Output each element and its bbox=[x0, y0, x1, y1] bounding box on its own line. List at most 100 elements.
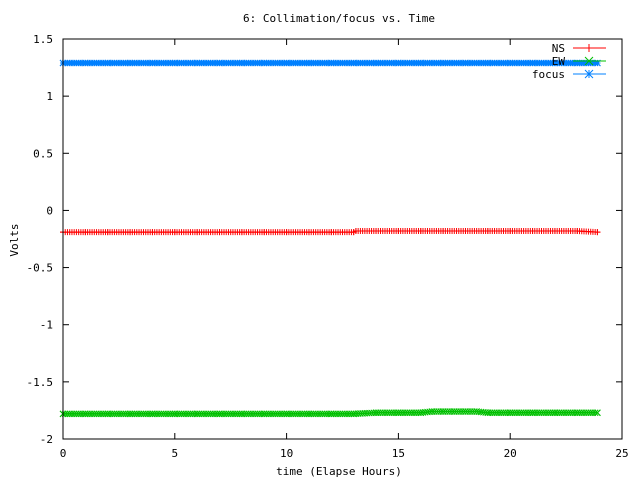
legend-label: focus bbox=[532, 68, 565, 81]
data-point bbox=[126, 410, 134, 418]
x-tick-label: 0 bbox=[60, 447, 67, 460]
data-point bbox=[594, 59, 601, 67]
data-point bbox=[82, 410, 89, 418]
data-point bbox=[104, 59, 112, 67]
data-point bbox=[462, 59, 469, 67]
data-point bbox=[439, 408, 447, 415]
legend-item-ew: EW bbox=[552, 55, 606, 68]
data-point bbox=[372, 59, 380, 67]
data-point bbox=[305, 59, 313, 67]
legend-label: EW bbox=[552, 55, 566, 68]
data-point bbox=[417, 228, 424, 234]
data-point bbox=[127, 229, 134, 236]
series-focus bbox=[59, 59, 601, 67]
data-point bbox=[594, 409, 601, 417]
x-axis-label: time (Elapse Hours) bbox=[276, 465, 402, 478]
x-tick-label: 15 bbox=[392, 447, 405, 460]
data-point bbox=[171, 410, 179, 418]
data-point bbox=[529, 409, 536, 417]
data-point bbox=[238, 410, 246, 418]
series-ew bbox=[59, 408, 601, 418]
data-point bbox=[573, 59, 581, 67]
data-point bbox=[261, 229, 268, 236]
data-point bbox=[283, 410, 290, 418]
legend-marker bbox=[584, 69, 594, 79]
data-point bbox=[395, 228, 402, 234]
data-point bbox=[484, 228, 491, 234]
y-tick-label: -1 bbox=[40, 319, 53, 332]
y-tick-label: -2 bbox=[40, 433, 53, 446]
plot-frame bbox=[62, 38, 623, 440]
data-point bbox=[171, 229, 178, 236]
data-point bbox=[551, 228, 558, 234]
y-tick-label: 0 bbox=[46, 204, 53, 217]
data-point bbox=[462, 408, 469, 415]
data-point bbox=[462, 228, 469, 234]
data-point bbox=[484, 409, 492, 417]
data-point bbox=[395, 409, 402, 417]
chart-title: 6: Collimation/focus vs. Time bbox=[243, 12, 435, 25]
data-point bbox=[350, 410, 358, 418]
x-tick-label: 20 bbox=[504, 447, 517, 460]
data-point bbox=[171, 59, 179, 67]
y-tick-label: 1.5 bbox=[33, 33, 53, 46]
y-tick-label: -0.5 bbox=[27, 262, 54, 275]
data-point bbox=[194, 229, 201, 236]
data-point bbox=[352, 228, 359, 234]
data-point bbox=[484, 59, 492, 67]
data-point bbox=[305, 229, 312, 236]
data-point bbox=[327, 59, 335, 67]
data-point bbox=[417, 409, 425, 417]
data-point bbox=[260, 410, 268, 418]
data-point bbox=[260, 59, 268, 67]
data-point bbox=[439, 59, 447, 67]
data-point bbox=[328, 229, 335, 236]
data-point bbox=[574, 228, 581, 234]
data-point bbox=[238, 229, 245, 236]
data-point bbox=[82, 229, 89, 236]
data-point bbox=[507, 228, 514, 234]
data-point bbox=[104, 229, 111, 236]
data-point bbox=[428, 408, 436, 415]
data-point bbox=[450, 408, 458, 415]
data-point bbox=[506, 59, 514, 67]
data-point bbox=[193, 410, 201, 418]
legend-marker bbox=[585, 44, 593, 52]
y-tick-label: -1.5 bbox=[27, 376, 54, 389]
data-point bbox=[216, 410, 223, 418]
data-point bbox=[395, 59, 402, 67]
y-axis-label: Volts bbox=[8, 223, 21, 256]
data-point bbox=[305, 410, 313, 418]
data-point bbox=[440, 228, 447, 234]
y-tick-label: 0.5 bbox=[33, 147, 53, 160]
data-point bbox=[149, 59, 156, 67]
data-point bbox=[529, 228, 536, 234]
data-point bbox=[417, 59, 425, 67]
data-point bbox=[104, 410, 112, 418]
data-point bbox=[551, 409, 559, 417]
data-point bbox=[149, 229, 156, 236]
y-tick-label: 1 bbox=[46, 90, 53, 103]
data-point bbox=[594, 229, 601, 236]
data-point bbox=[350, 59, 358, 67]
legend-label: NS bbox=[552, 42, 565, 55]
data-point bbox=[373, 228, 380, 234]
data-point bbox=[283, 59, 290, 67]
data-point bbox=[327, 410, 335, 418]
data-point bbox=[193, 59, 201, 67]
data-point bbox=[238, 59, 246, 67]
data-point bbox=[126, 59, 134, 67]
x-tick-label: 10 bbox=[280, 447, 293, 460]
data-point bbox=[216, 229, 223, 236]
data-point bbox=[473, 408, 481, 415]
legend-item-ns: NS bbox=[552, 42, 606, 55]
data-point bbox=[551, 59, 559, 67]
data-point bbox=[82, 59, 89, 67]
legend-marker bbox=[584, 56, 594, 66]
data-point bbox=[573, 409, 581, 417]
x-tick-label: 25 bbox=[615, 447, 628, 460]
